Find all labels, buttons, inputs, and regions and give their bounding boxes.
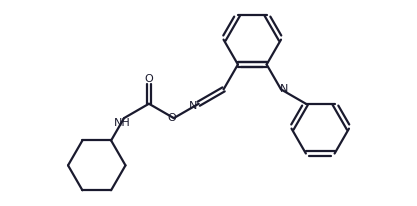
- Text: N: N: [280, 84, 288, 94]
- Text: O: O: [167, 112, 176, 122]
- Text: N: N: [189, 101, 198, 111]
- Text: NH: NH: [114, 117, 131, 127]
- Text: O: O: [145, 74, 153, 84]
